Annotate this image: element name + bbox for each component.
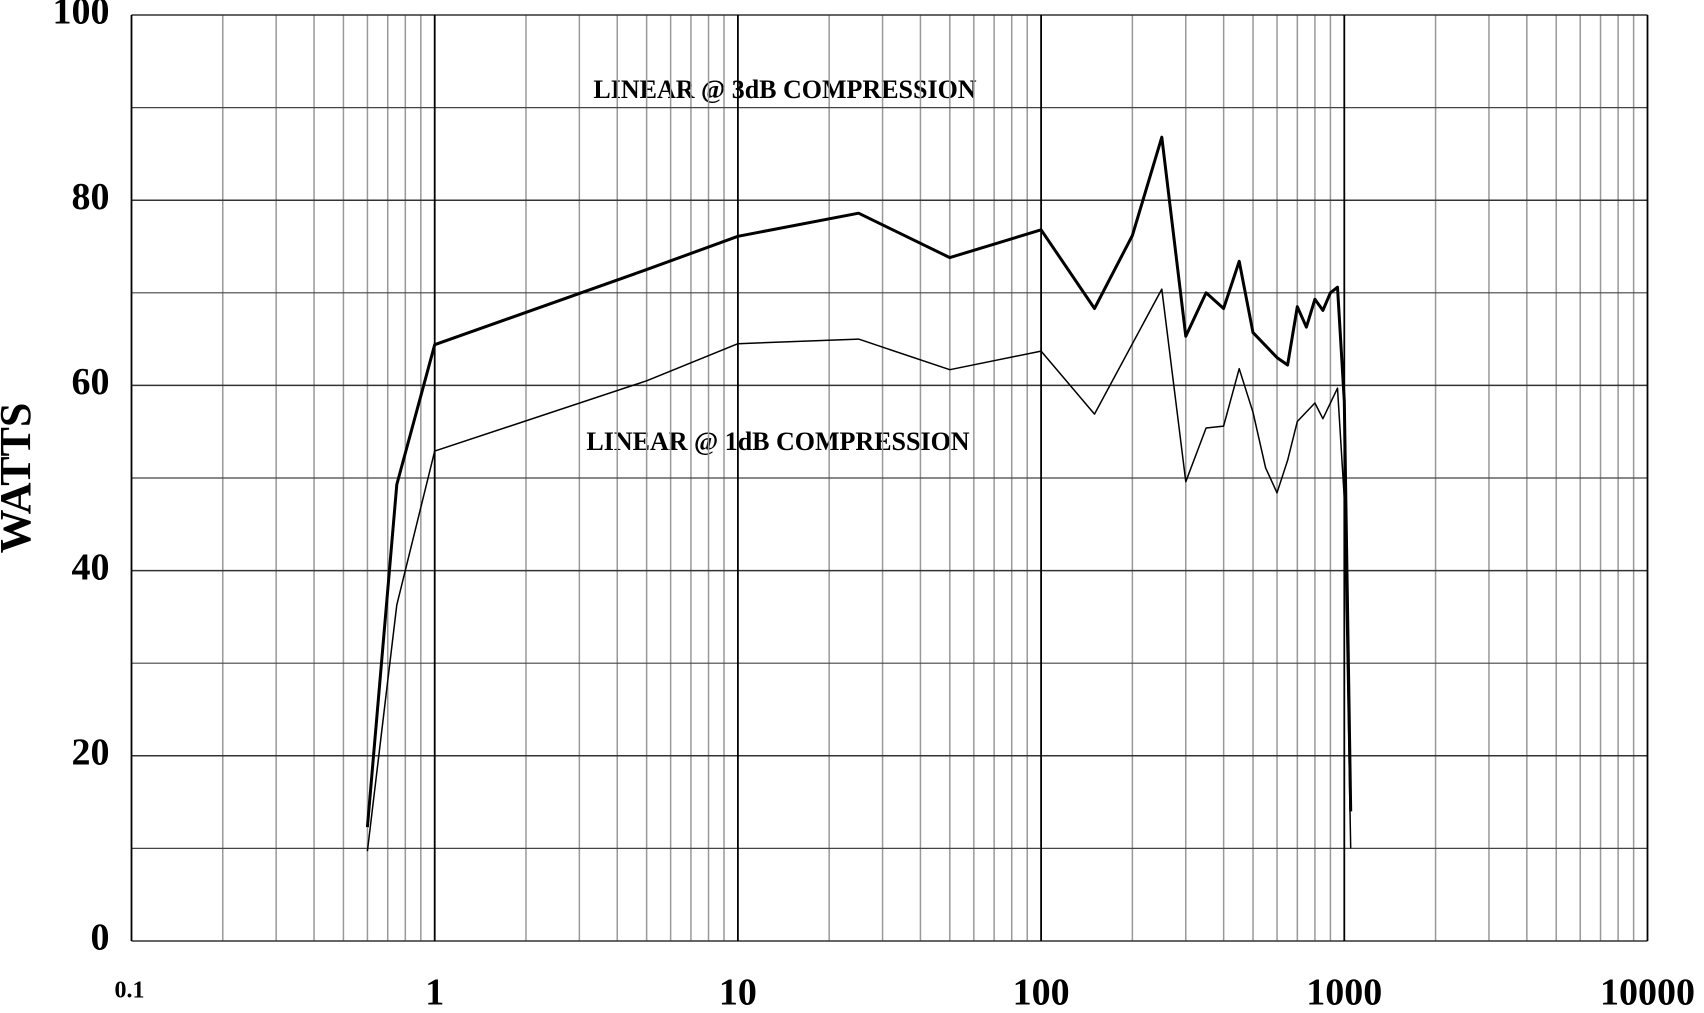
y-tick-label: 20 bbox=[72, 732, 110, 774]
x-tick-label: 100 bbox=[1013, 972, 1070, 1013]
y-tick-label: 60 bbox=[72, 361, 110, 403]
x-tick-label: 10 bbox=[719, 972, 757, 1013]
x-tick-label: 1 bbox=[425, 972, 444, 1013]
y-tick-label: 0 bbox=[91, 917, 110, 959]
y-tick-label: 40 bbox=[72, 546, 110, 588]
y-axis-label: WATTS bbox=[0, 403, 40, 554]
series-label: LINEAR @ 3dB COMPRESSION bbox=[593, 75, 976, 104]
data-line bbox=[366, 288, 1352, 852]
x-tick-label: 10000 bbox=[1600, 972, 1695, 1013]
data-line bbox=[365, 135, 1353, 828]
x-tick-label: 1000 bbox=[1306, 972, 1382, 1013]
x-tick-label: 0.1 bbox=[115, 978, 145, 1004]
y-tick-label: 100 bbox=[53, 0, 110, 33]
series-label: LINEAR @ 1dB COMPRESSION bbox=[586, 427, 969, 456]
y-tick-label: 80 bbox=[72, 176, 110, 218]
